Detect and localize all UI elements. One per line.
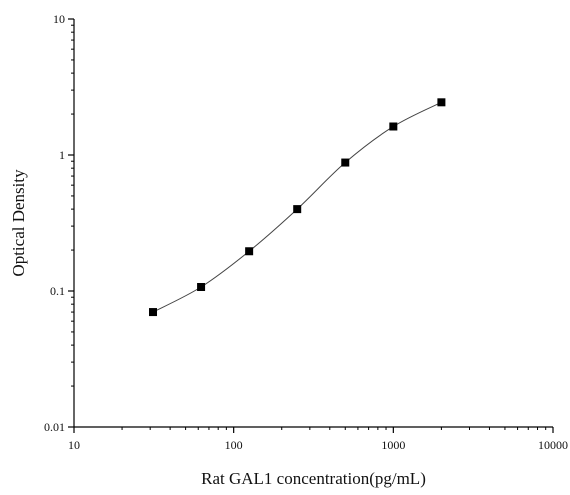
x-tick-label: 1000 <box>381 438 405 452</box>
y-tick-label: 0.01 <box>44 420 65 434</box>
x-axis-ticks: 10 100 1000 10000 <box>68 427 568 452</box>
y-tick-label: 1 <box>59 148 65 162</box>
x-tick-label: 10 <box>68 438 80 452</box>
y-tick-label: 10 <box>53 12 65 26</box>
series-layer <box>149 98 446 317</box>
data-point-marker <box>389 122 398 131</box>
y-axis-ticks: 0.01 0.1 1 10 <box>44 12 74 434</box>
data-point-marker <box>437 98 446 107</box>
x-axis-title: Rat GAL1 concentration(pg/mL) <box>201 469 426 488</box>
data-point-marker <box>245 247 254 256</box>
data-point-marker <box>293 205 302 214</box>
y-axis-title: Optical Density <box>9 169 28 277</box>
y-tick-label: 0.1 <box>50 284 65 298</box>
x-tick-label: 10000 <box>538 438 568 452</box>
x-tick-label: 100 <box>225 438 243 452</box>
data-point-marker <box>197 283 206 292</box>
data-point-marker <box>149 308 158 317</box>
data-point-marker <box>341 158 350 167</box>
axes: 10 100 1000 10000 0.01 0.1 1 10 <box>44 12 568 452</box>
